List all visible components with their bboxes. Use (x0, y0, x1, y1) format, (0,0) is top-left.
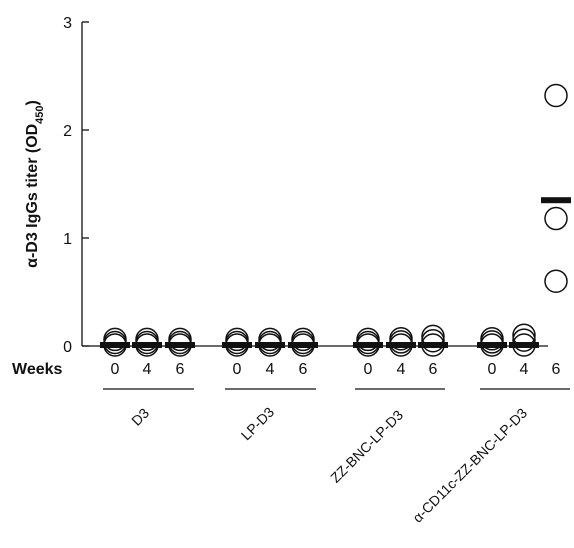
mean-bar (222, 342, 252, 348)
data-point (421, 328, 445, 353)
week-label: 4 (397, 361, 406, 378)
mean-bar (477, 342, 507, 348)
y-tick-label-2: 2 (63, 123, 72, 140)
week-label: 6 (552, 361, 561, 378)
y-axis-title: α-D3 IgGs titer (OD450) (24, 100, 46, 268)
data-point (168, 327, 192, 352)
y-axis-title-close: ) (24, 100, 41, 105)
group-label-2: ZZ-BNC-LP-D3 (327, 407, 406, 486)
group-label-0: D3 (128, 405, 152, 429)
data-point (356, 327, 380, 352)
group-label-1: LP-D3 (238, 404, 278, 444)
week-label: 4 (266, 361, 275, 378)
mean-bar (541, 197, 571, 204)
week-label: 6 (429, 361, 438, 378)
mean-bar (386, 342, 416, 348)
week-label: 6 (299, 361, 308, 378)
data-point (258, 327, 282, 352)
y-axis-title-main: α-D3 IgGs titer (OD (24, 124, 41, 268)
weeks-label: Weeks (12, 361, 63, 378)
group-label-3: α-CD11c-ZZ-BNC-LP-D3 (409, 405, 530, 526)
mean-bar (132, 342, 162, 348)
mean-bar (418, 342, 448, 348)
y-tick-label-3: 3 (63, 15, 72, 32)
data-point (544, 269, 568, 293)
group-0 (100, 327, 195, 357)
data-point (103, 327, 127, 352)
y-axis-title-subscript: 450 (34, 105, 46, 123)
data-point (480, 327, 504, 351)
mean-bar (509, 342, 539, 348)
chart-marks (100, 83, 571, 357)
mean-bar (288, 342, 318, 348)
group-1 (222, 327, 318, 357)
mean-bar (353, 342, 383, 348)
week-label: 0 (233, 361, 242, 378)
week-label: 0 (111, 361, 120, 378)
data-point (291, 327, 315, 352)
group-2 (353, 324, 448, 357)
week-label: 0 (364, 361, 373, 378)
data-point (544, 206, 568, 231)
group-3 (477, 83, 571, 357)
data-point (512, 328, 536, 352)
y-tick-label-0: 0 (63, 339, 72, 356)
data-point (389, 327, 413, 351)
mean-bar (255, 342, 285, 348)
data-point (544, 83, 568, 108)
week-label: 6 (176, 361, 185, 378)
week-label: 4 (520, 361, 529, 378)
y-tick-label-1: 1 (63, 231, 72, 248)
x-axis-labels: 0 4 6 D3 0 4 6 LP-D3 0 4 6 ZZ-BNC-LP-D3 0 4 6 α-CD11c-Z… (103, 361, 570, 526)
week-label: 4 (143, 361, 152, 378)
mean-bar (165, 342, 195, 348)
y-axis: 0 1 2 3 (63, 15, 89, 356)
data-point (225, 327, 249, 352)
mean-bar (100, 342, 130, 348)
data-point (135, 327, 159, 352)
week-label: 0 (488, 361, 497, 378)
